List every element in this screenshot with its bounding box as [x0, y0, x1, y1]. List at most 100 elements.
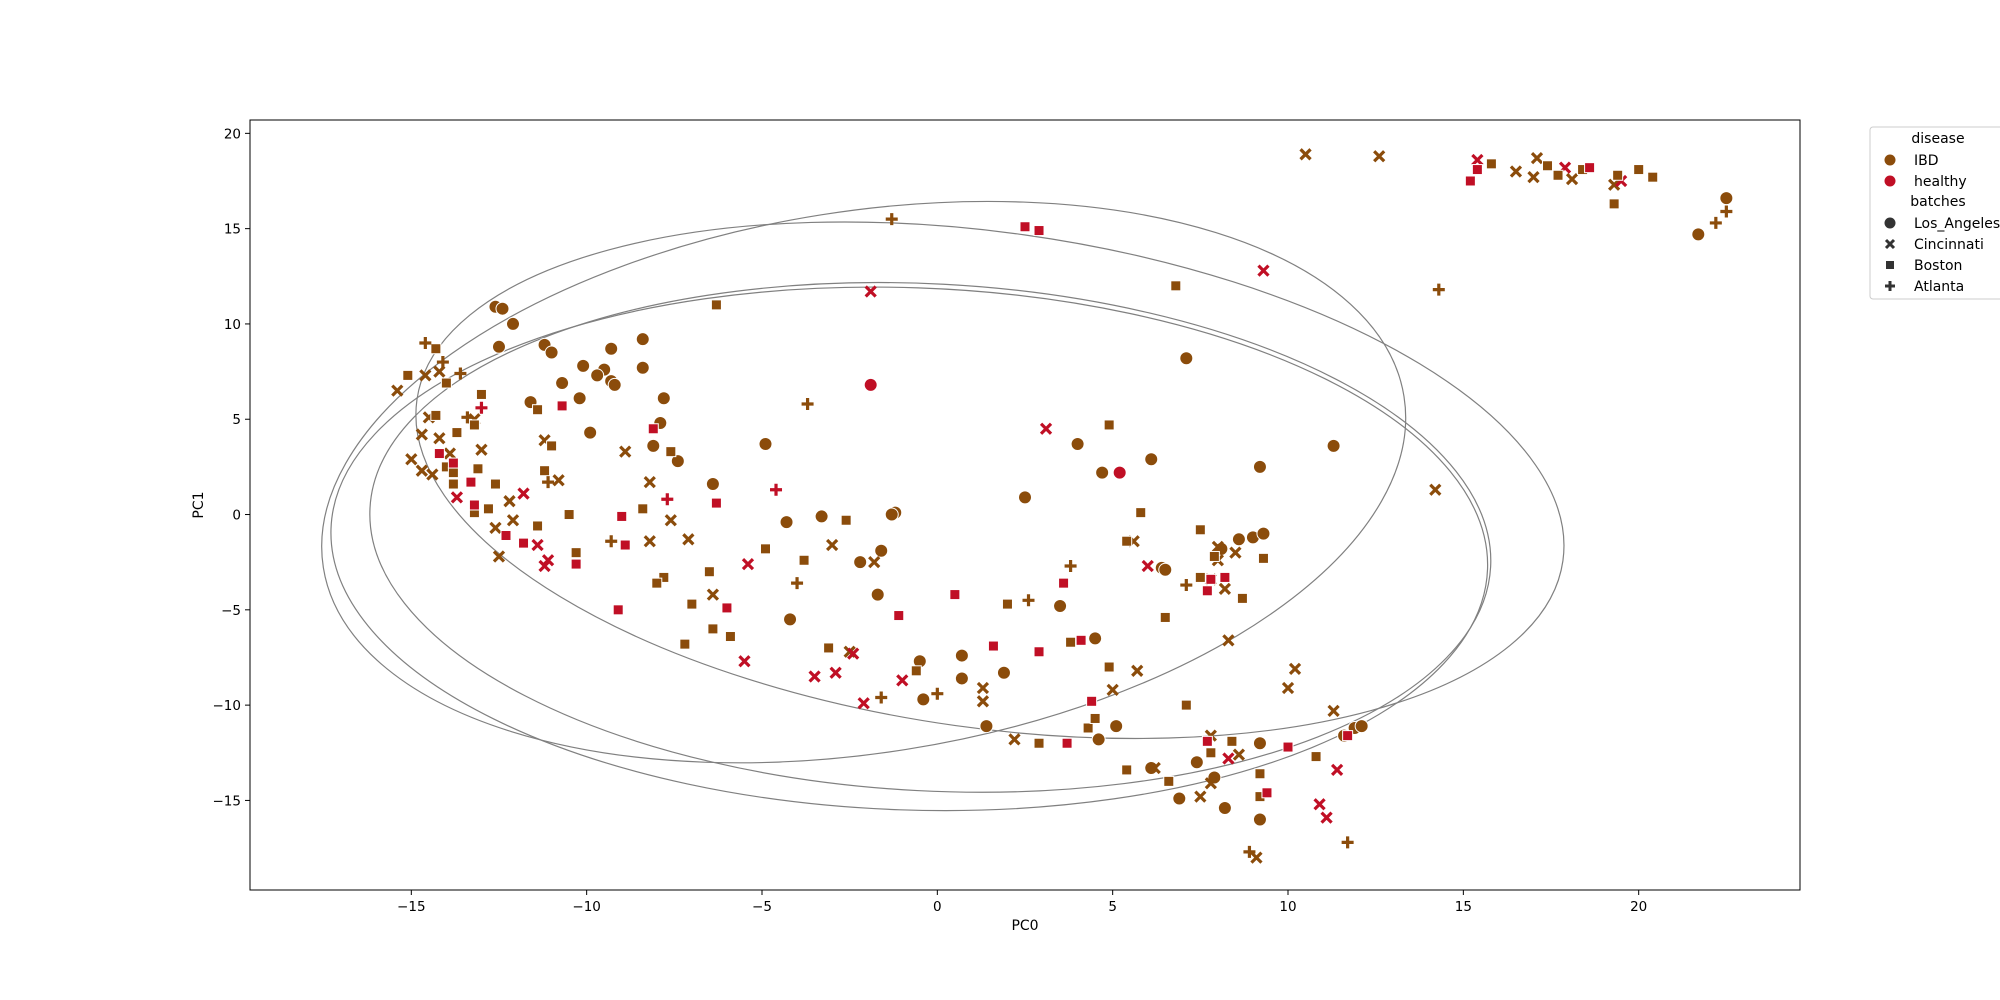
point-ibd-los-angeles: [506, 316, 521, 331]
point-ibd-boston: [798, 554, 810, 566]
point-ibd-atlanta: [1180, 579, 1193, 592]
point-ibd-cincinnati: [682, 533, 695, 546]
point-ibd-atlanta: [791, 577, 804, 590]
point-ibd-boston: [1226, 735, 1238, 747]
point-ibd-los-angeles: [1252, 459, 1267, 474]
point-ibd-cincinnati: [1194, 790, 1207, 803]
point-ibd-los-angeles: [1144, 761, 1159, 776]
point-ibd-boston: [679, 638, 691, 650]
point-ibd-atlanta: [605, 535, 618, 548]
point-healthy-cincinnati: [1039, 422, 1053, 435]
point-healthy-boston: [1464, 175, 1476, 187]
point-healthy-cincinnati: [531, 538, 544, 552]
point-ibd-boston: [1647, 171, 1659, 183]
point-ibd-cincinnati: [552, 474, 565, 487]
point-ibd-atlanta: [542, 476, 555, 489]
point-ibd-boston: [1542, 160, 1554, 172]
point-healthy-cincinnati: [517, 487, 530, 500]
point-ibd-los-angeles: [1070, 437, 1085, 452]
point-ibd-boston: [1163, 775, 1175, 787]
point-ibd-boston: [703, 566, 715, 578]
legend-title-disease: disease: [1911, 131, 1964, 147]
point-ibd-atlanta: [454, 367, 467, 380]
point-ibd-boston: [1552, 169, 1564, 181]
x-tick-label: −5: [752, 899, 772, 915]
point-ibd-cincinnati: [415, 428, 428, 441]
point-ibd-boston: [707, 623, 719, 635]
point-healthy-cincinnati: [1222, 752, 1235, 765]
point-healthy-boston: [1205, 573, 1217, 585]
point-healthy-boston: [1282, 741, 1294, 753]
point-healthy-boston: [721, 602, 733, 614]
point-ibd-los-angeles: [814, 509, 829, 524]
point-ibd-atlanta: [1720, 205, 1733, 218]
point-ibd-los-angeles: [1179, 351, 1194, 366]
point-healthy-atlanta: [475, 401, 488, 414]
point-healthy-atlanta: [661, 493, 674, 506]
point-ibd-boston: [475, 388, 487, 400]
point-ibd-los-angeles: [783, 612, 798, 627]
point-ibd-cincinnati: [1211, 540, 1225, 554]
point-ibd-boston: [823, 642, 835, 654]
point-ibd-los-angeles: [979, 719, 994, 734]
point-healthy-cincinnati: [541, 554, 555, 567]
point-ibd-boston: [1170, 280, 1182, 292]
point-ibd-los-angeles: [1691, 227, 1706, 242]
point-healthy-boston: [518, 537, 530, 549]
point-healthy-cincinnati: [808, 670, 821, 683]
point-ibd-los-angeles: [1095, 465, 1110, 480]
point-healthy-boston: [1219, 571, 1231, 583]
point-ibd-cincinnati: [426, 468, 439, 481]
y-tick-label: 0: [232, 508, 241, 524]
point-ibd-los-angeles: [576, 358, 591, 373]
point-ibd-boston: [546, 440, 558, 452]
point-ibd-cincinnati: [868, 556, 881, 569]
point-ibd-los-angeles: [758, 437, 773, 452]
point-ibd-boston: [1089, 712, 1101, 724]
point-healthy-cincinnati: [1141, 559, 1154, 573]
point-healthy-cincinnati: [829, 666, 842, 679]
point-ibd-cincinnati: [1509, 165, 1523, 178]
point-ibd-boston: [539, 465, 551, 477]
point-ibd-los-angeles: [996, 665, 1011, 680]
point-ibd-los-angeles: [590, 368, 605, 383]
x-axis-ticks: −15 −10 −5 0 5 10 15 20: [397, 890, 1647, 915]
point-ibd-cincinnati: [1232, 748, 1246, 761]
point-healthy-boston: [468, 499, 480, 511]
point-healthy-boston: [893, 610, 905, 622]
point-healthy-boston: [1201, 585, 1213, 597]
point-ibd-los-angeles: [1091, 732, 1106, 747]
point-ibd-cincinnati: [433, 432, 446, 445]
point-healthy-boston: [556, 400, 568, 412]
point-healthy-los-angeles: [863, 377, 878, 392]
point-ibd-boston: [1194, 571, 1206, 583]
legend-label-los-angeles: Los_Angeles: [1914, 216, 2000, 232]
point-healthy-cincinnati: [847, 647, 860, 660]
point-ibd-cincinnati: [506, 514, 520, 527]
point-healthy-boston: [710, 497, 722, 509]
point-healthy-boston: [616, 510, 628, 522]
point-ibd-cincinnati: [1373, 150, 1386, 163]
point-ibd-los-angeles: [779, 515, 794, 530]
point-ibd-cincinnati: [1222, 634, 1235, 647]
point-ibd-los-angeles: [1189, 755, 1204, 770]
point-ibd-boston: [1257, 552, 1269, 564]
data-points: [391, 148, 1734, 864]
point-ibd-los-angeles: [1053, 599, 1068, 614]
point-healthy-boston: [465, 476, 477, 488]
point-ibd-cincinnati: [1608, 178, 1621, 191]
y-axis-label: PC1: [191, 491, 207, 518]
point-ibd-boston: [447, 478, 459, 490]
point-ibd-los-angeles: [870, 587, 885, 602]
point-ibd-boston: [1208, 550, 1220, 562]
point-healthy-boston: [647, 423, 659, 435]
point-ibd-cincinnati: [664, 514, 677, 527]
point-ibd-los-angeles: [583, 425, 598, 440]
point-ibd-boston: [724, 631, 736, 643]
point-ibd-boston: [1194, 524, 1206, 536]
point-ibd-atlanta: [885, 213, 898, 226]
point-healthy-cincinnati: [1471, 153, 1484, 167]
point-ibd-atlanta: [419, 336, 432, 349]
point-ibd-los-angeles: [1217, 801, 1232, 816]
point-ibd-los-angeles: [1109, 719, 1124, 734]
